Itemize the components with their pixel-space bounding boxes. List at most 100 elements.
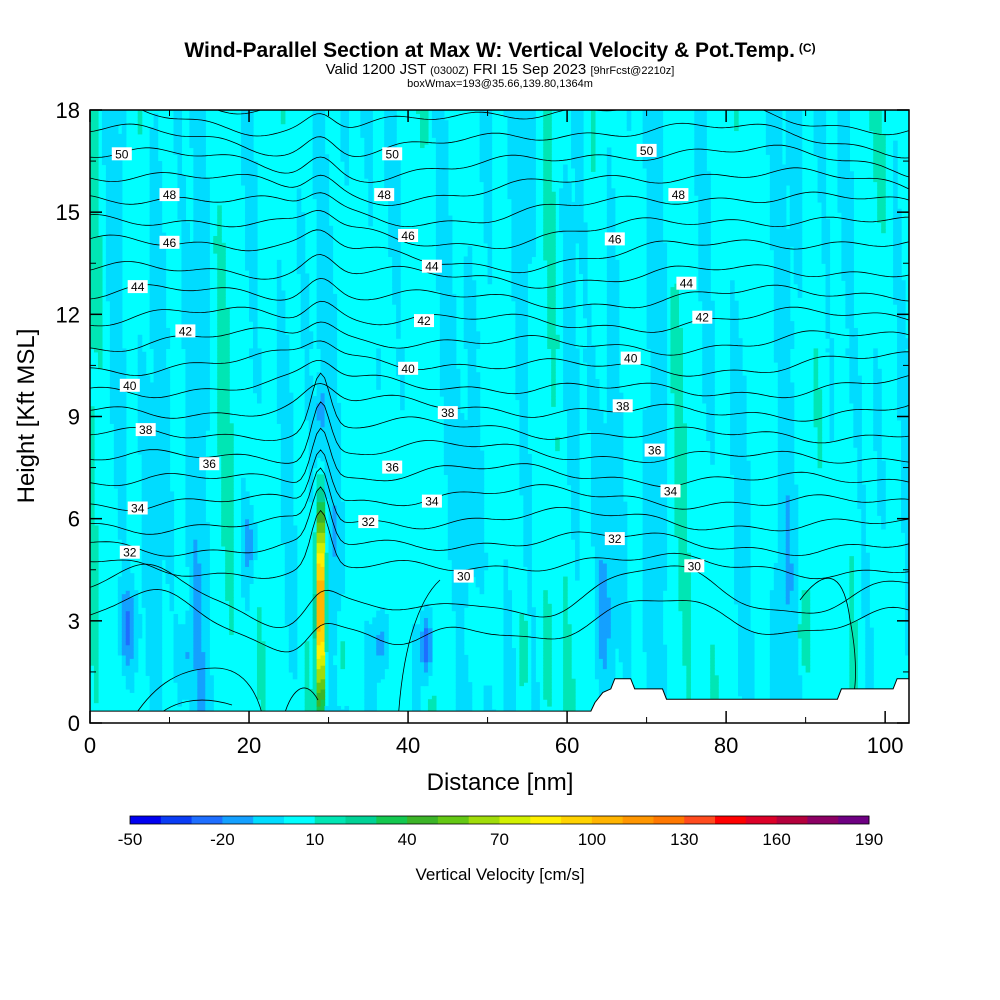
velocity-cell bbox=[320, 242, 326, 247]
velocity-cell bbox=[193, 596, 198, 601]
velocity-cell bbox=[157, 409, 163, 414]
velocity-cell bbox=[137, 402, 143, 407]
velocity-cell bbox=[229, 586, 234, 591]
velocity-cell bbox=[157, 372, 163, 377]
velocity-cell bbox=[157, 225, 163, 230]
velocity-cell bbox=[320, 682, 326, 687]
velocity-cell bbox=[217, 399, 222, 404]
velocity-cell bbox=[109, 273, 115, 278]
velocity-cell bbox=[280, 413, 286, 418]
velocity-cell bbox=[312, 144, 318, 149]
velocity-cell bbox=[316, 225, 322, 230]
velocity-cell bbox=[141, 419, 147, 424]
velocity-cell bbox=[189, 290, 194, 295]
velocity-cell bbox=[193, 501, 198, 506]
velocity-cell bbox=[221, 525, 226, 530]
velocity-cell bbox=[137, 385, 143, 390]
velocity-cell bbox=[245, 113, 250, 118]
velocity-cell bbox=[328, 518, 334, 523]
velocity-cell bbox=[197, 321, 202, 326]
velocity-cell bbox=[324, 402, 330, 407]
velocity-cell bbox=[328, 556, 334, 561]
velocity-cell bbox=[316, 130, 322, 135]
velocity-cell bbox=[320, 222, 326, 227]
velocity-cell bbox=[249, 215, 254, 220]
velocity-cell bbox=[320, 365, 326, 370]
velocity-cell bbox=[185, 355, 190, 360]
velocity-cell bbox=[221, 362, 226, 367]
velocity-cell bbox=[217, 355, 222, 360]
velocity-cell bbox=[229, 433, 234, 438]
velocity-cell bbox=[205, 355, 210, 360]
velocity-cell bbox=[161, 522, 167, 527]
velocity-cell bbox=[117, 331, 123, 336]
velocity-cell bbox=[197, 355, 202, 360]
velocity-cell bbox=[173, 668, 179, 673]
velocity-cell bbox=[280, 338, 286, 343]
velocity-cell bbox=[153, 297, 159, 302]
velocity-cell bbox=[153, 198, 159, 203]
velocity-cell bbox=[249, 283, 254, 288]
velocity-cell bbox=[153, 671, 159, 676]
velocity-cell bbox=[145, 450, 151, 455]
velocity-cell bbox=[249, 232, 254, 237]
velocity-cell bbox=[193, 358, 198, 363]
velocity-cell bbox=[324, 627, 330, 632]
velocity-cell bbox=[165, 399, 171, 404]
velocity-cell bbox=[221, 327, 226, 332]
velocity-cell bbox=[177, 120, 183, 125]
velocity-cell bbox=[225, 365, 230, 370]
velocity-cell bbox=[288, 583, 294, 588]
velocity-cell bbox=[121, 127, 127, 132]
velocity-cell bbox=[137, 130, 143, 135]
velocity-cell bbox=[288, 484, 294, 489]
velocity-cell bbox=[161, 334, 167, 339]
velocity-cell bbox=[125, 620, 131, 625]
velocity-cell bbox=[153, 191, 159, 196]
velocity-cell bbox=[284, 610, 290, 615]
velocity-cell bbox=[113, 239, 119, 244]
velocity-cell bbox=[149, 239, 155, 244]
velocity-cell bbox=[197, 620, 202, 625]
velocity-cell bbox=[320, 188, 326, 193]
velocity-cell bbox=[153, 614, 159, 619]
velocity-cell bbox=[288, 443, 294, 448]
velocity-cell bbox=[280, 450, 286, 455]
velocity-cell bbox=[153, 562, 159, 567]
velocity-cell bbox=[93, 685, 99, 690]
velocity-cell bbox=[181, 338, 187, 343]
velocity-cell bbox=[193, 620, 198, 625]
velocity-cell bbox=[205, 239, 210, 244]
velocity-cell bbox=[312, 682, 318, 687]
velocity-cell bbox=[181, 229, 187, 234]
velocity-cell bbox=[165, 573, 171, 578]
velocity-cell bbox=[253, 522, 258, 527]
velocity-cell bbox=[101, 150, 107, 155]
velocity-cell bbox=[284, 379, 290, 384]
velocity-cell bbox=[109, 198, 115, 203]
velocity-cell bbox=[193, 559, 198, 564]
velocity-cell bbox=[117, 494, 123, 499]
velocity-cell bbox=[304, 389, 310, 394]
velocity-cell bbox=[292, 535, 298, 540]
velocity-cell bbox=[256, 365, 262, 370]
velocity-cell bbox=[304, 348, 310, 353]
velocity-cell bbox=[253, 358, 258, 363]
velocity-cell bbox=[245, 263, 250, 268]
velocity-cell bbox=[197, 453, 202, 458]
velocity-cell bbox=[316, 287, 322, 292]
velocity-cell bbox=[185, 382, 190, 387]
velocity-cell bbox=[316, 586, 322, 591]
velocity-cell bbox=[328, 685, 334, 690]
velocity-cell bbox=[113, 481, 119, 486]
velocity-cell bbox=[201, 208, 206, 213]
velocity-cell bbox=[165, 464, 171, 469]
velocity-cell bbox=[169, 525, 175, 530]
velocity-cell bbox=[105, 290, 111, 295]
velocity-cell bbox=[205, 641, 210, 646]
velocity-cell bbox=[185, 358, 190, 363]
velocity-cell bbox=[149, 453, 155, 458]
velocity-cell bbox=[113, 406, 119, 411]
velocity-cell bbox=[177, 637, 183, 642]
velocity-cell bbox=[288, 426, 294, 431]
